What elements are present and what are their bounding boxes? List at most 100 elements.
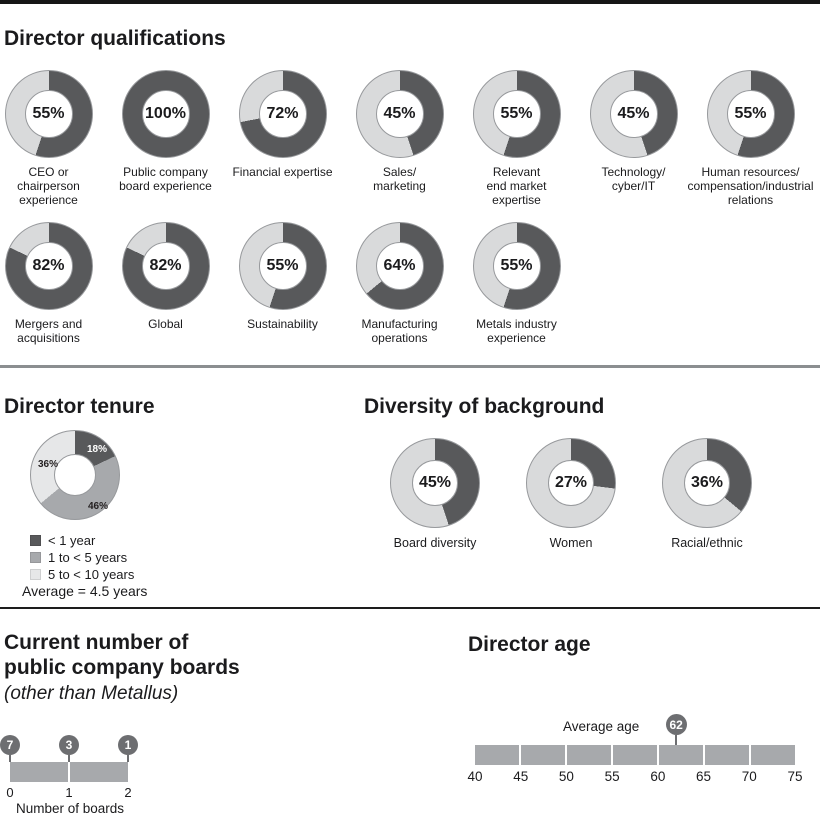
donut-value: 55% — [492, 90, 541, 138]
donut-value: 82% — [141, 242, 190, 290]
board-count-marker: 1 — [118, 735, 138, 755]
diversity-title: Diversity of background — [364, 395, 605, 418]
boards-axis-label: Number of boards — [16, 801, 125, 815]
tenure-donut-chart: 18% 46% 36% — [30, 430, 120, 520]
axis-tick-label: 40 — [467, 769, 483, 784]
donut-value: 82% — [24, 242, 73, 290]
donut-chart: 55% Human resources/ compensation/industr… — [687, 70, 814, 207]
donut-label: Global — [148, 317, 183, 331]
marker-stem — [68, 755, 70, 762]
donut-chart: 82% Global — [107, 222, 224, 345]
donut-chart: 100% Public company board experience — [107, 70, 224, 207]
boards-subtitle: (other than Metallus) — [4, 683, 179, 704]
donut-ring: 27% — [526, 438, 616, 528]
bar-divider — [68, 762, 70, 782]
donut-ring: 100% — [121, 70, 210, 158]
donut-value: 45% — [375, 90, 424, 138]
qualifications-row-1: 55% CEO or chairperson experience 100% Publ… — [0, 70, 814, 207]
age-bar-segment — [751, 745, 795, 765]
donut-ring: 64% — [355, 222, 444, 310]
age-bar-segment — [613, 745, 657, 765]
donut-chart: 72% Financial expertise — [224, 70, 341, 207]
legend-swatch — [30, 535, 41, 546]
donut-ring: 45% — [390, 438, 480, 528]
age-bar — [475, 745, 795, 765]
age-bar-segment — [705, 745, 749, 765]
axis-tick-label: 45 — [513, 769, 529, 784]
donut-ring: 72% — [238, 70, 327, 158]
tenure-segment-value: 18% — [87, 444, 108, 455]
boards-bar — [10, 762, 128, 782]
average-age-label: Average age — [563, 719, 640, 734]
section-divider-gray — [0, 365, 820, 368]
tenure-legend: < 1 year 1 to < 5 years 5 to < 10 years — [30, 534, 134, 585]
legend-item: 1 to < 5 years — [30, 551, 134, 564]
donut-label: CEO or chairperson experience — [17, 165, 80, 207]
axis-tick-label: 0 — [6, 785, 14, 800]
donut-value: 72% — [258, 90, 307, 138]
donut-ring: 55% — [472, 222, 561, 310]
axis-tick-label: 1 — [65, 785, 73, 800]
age-bar-segment — [567, 745, 611, 765]
donut-label: Human resources/ compensation/industrial… — [687, 165, 814, 207]
legend-swatch — [30, 552, 41, 563]
donut-ring: 55% — [472, 70, 561, 158]
donut-chart: 82% Mergers and acquisitions — [0, 222, 107, 345]
donut-label: Public company board experience — [119, 165, 212, 193]
donut-label: Women — [549, 536, 593, 550]
donut-value: 100% — [141, 90, 190, 138]
qualifications-title: Director qualifications — [4, 27, 226, 50]
donut-label: Sales/ marketing — [373, 165, 426, 193]
age-bar-segment — [521, 745, 565, 765]
average-age-value: 62 — [669, 717, 683, 732]
donut-label: Mergers and acquisitions — [14, 317, 83, 345]
age-scale-chart: Average age 62 40 45 50 55 60 65 70 75 — [467, 712, 803, 787]
axis-tick-label: 70 — [741, 769, 757, 784]
legend-label: < 1 year — [48, 533, 96, 548]
donut-label: Board diversity — [393, 536, 477, 550]
donut-label: Metals industry experience — [476, 317, 557, 345]
donut-value: 45% — [412, 460, 458, 506]
legend-item: < 1 year — [30, 534, 134, 547]
legend-swatch — [30, 569, 41, 580]
donut-chart: 45% Board diversity — [367, 438, 503, 550]
average-age-marker: 62 — [665, 714, 687, 735]
age-bar-segment — [475, 745, 519, 765]
donut-ring: 55% — [4, 70, 93, 158]
donut-chart: 55% Sustainability — [224, 222, 341, 345]
donut-value: 64% — [375, 242, 424, 290]
donut-chart: 45% Technology/ cyber/IT — [575, 70, 692, 207]
donut-ring: 55% — [238, 222, 327, 310]
donut-hole — [54, 454, 96, 496]
age-title: Director age — [468, 633, 591, 656]
donut-chart: 55% CEO or chairperson experience — [0, 70, 107, 207]
axis-tick-label: 50 — [558, 769, 574, 784]
donut-ring: 45% — [589, 70, 678, 158]
donut-value: 55% — [726, 90, 775, 138]
donut-chart: 27% Women — [503, 438, 639, 550]
tenure-average-note: Average = 4.5 years — [22, 583, 148, 599]
tenure-segment-value: 46% — [88, 501, 109, 512]
donut-value: 45% — [609, 90, 658, 138]
boards-title: Current number of public company boards — [4, 631, 240, 679]
donut-chart: 55% Relevant end market expertise — [458, 70, 575, 207]
tenure-title: Director tenure — [4, 395, 155, 418]
tenure-segment-value: 36% — [38, 459, 59, 470]
donut-ring: 55% — [706, 70, 795, 158]
donut-chart: 36% Racial/ethnic — [639, 438, 775, 550]
donut-label: Relevant end market expertise — [486, 165, 547, 207]
diversity-row: 45% Board diversity 27% Women 36% Racial/ethn… — [367, 438, 775, 550]
donut-value: 36% — [684, 460, 730, 506]
donut-value: 55% — [258, 242, 307, 290]
donut-value: 55% — [24, 90, 73, 138]
axis-tick-label: 55 — [604, 769, 620, 784]
donut-value: 27% — [548, 460, 594, 506]
marker-stem — [675, 735, 678, 745]
axis-tick-label: 65 — [696, 769, 712, 784]
donut-ring: 45% — [355, 70, 444, 158]
axis-tick-label: 75 — [787, 769, 803, 784]
donut-ring: 82% — [4, 222, 93, 310]
marker-stem — [127, 755, 129, 762]
board-count-marker: 3 — [59, 735, 79, 755]
